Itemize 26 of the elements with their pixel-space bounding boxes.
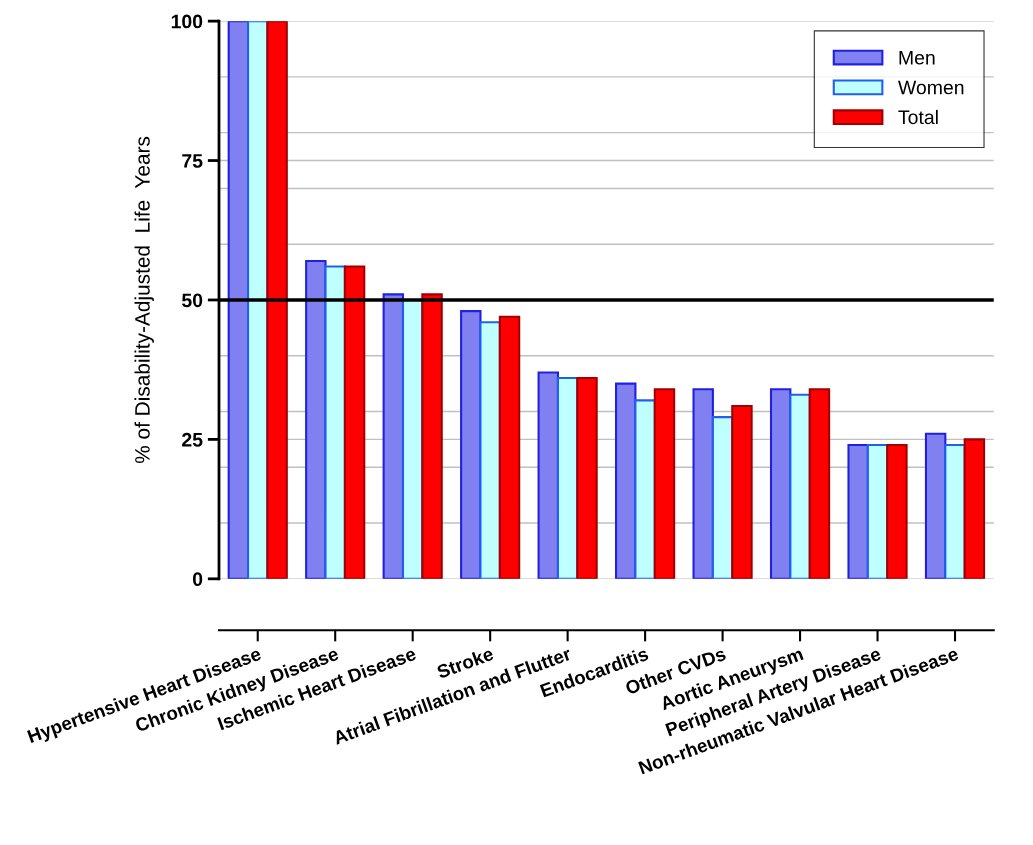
bar [343, 265, 366, 579]
bar [479, 321, 501, 579]
bar [421, 293, 443, 579]
bar [944, 443, 966, 579]
bar [692, 388, 714, 579]
bar [653, 388, 676, 579]
y-tick-label: 0 [192, 572, 203, 587]
legend-label: Men [899, 51, 935, 65]
bar [324, 265, 346, 579]
bar [886, 443, 908, 579]
bar [634, 399, 656, 579]
bar [266, 21, 288, 579]
bar [963, 438, 986, 579]
bar [576, 377, 598, 579]
legend-label: Total [898, 109, 938, 125]
y-tick-label: 75 [182, 154, 203, 168]
y-tick-label: 50 [182, 293, 203, 308]
bar [731, 404, 753, 579]
legend-label: Women [898, 80, 964, 95]
bar [789, 393, 811, 579]
bar [847, 443, 869, 579]
y-tick-label: 25 [182, 432, 203, 447]
bar [498, 315, 521, 579]
y-tick-label: 100 [171, 14, 203, 29]
bar [808, 388, 831, 579]
y-axis-title: % of Disability-Adjusted Life Years [134, 136, 154, 464]
